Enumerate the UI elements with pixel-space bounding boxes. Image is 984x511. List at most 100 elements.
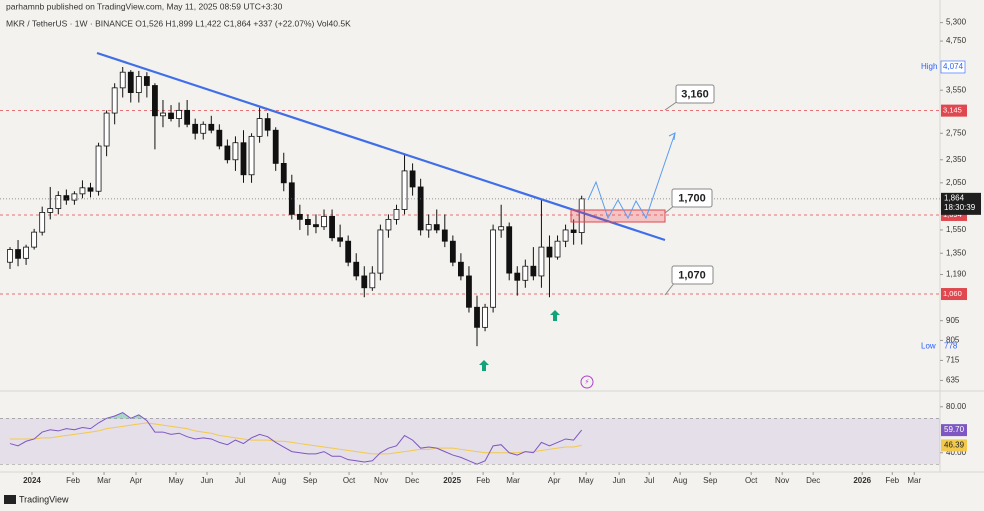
x-tick-label: May: [579, 476, 594, 485]
candle-body: [31, 231, 38, 248]
drawings: ⚡ 3,160 1,700 1,070: [96, 51, 715, 389]
header: parhamnb published on TradingView.com, M…: [6, 1, 283, 11]
y-tick-label: 2,050: [946, 178, 967, 187]
candle-body: [71, 193, 78, 201]
candle-body: [458, 261, 464, 277]
x-tick-label: Jul: [644, 476, 654, 485]
candle-body: [127, 71, 134, 93]
leader: [664, 100, 679, 111]
candle-body: [63, 195, 70, 201]
y-tick-label: 5,300: [946, 18, 967, 27]
y-tick-label: 805: [946, 336, 960, 345]
x-tick-label: Nov: [775, 476, 789, 485]
candle-body: [369, 272, 376, 289]
candle-body: [546, 246, 553, 258]
arrow-up: [550, 310, 560, 321]
x-tick-label: Jun: [201, 476, 214, 485]
footer: TradingView: [19, 494, 69, 504]
candle-body: [538, 246, 545, 277]
candle-body: [474, 306, 480, 328]
x-tick-label: Jun: [613, 476, 626, 485]
x-tick-label: Sep: [303, 476, 318, 485]
candle-body: [506, 226, 513, 274]
candle-body: [393, 209, 400, 220]
candle-body: [514, 272, 521, 281]
level-tag: [941, 288, 967, 301]
arrow-up: [479, 360, 489, 371]
candle-body: [152, 85, 158, 117]
rsi-tick-label: 40.00: [946, 448, 967, 457]
candle-body: [192, 123, 199, 134]
candle-body: [143, 76, 150, 86]
candle-body: [280, 162, 287, 184]
callout-box: [671, 188, 713, 208]
candle-body: [490, 229, 497, 308]
candle-body: [425, 224, 432, 231]
candle-body: [47, 208, 54, 213]
event-icon: [580, 375, 594, 389]
candle-body: [345, 240, 352, 263]
candle-body: [498, 226, 505, 231]
candle-body: [449, 240, 456, 263]
x-tick-label: Aug: [673, 476, 687, 485]
x-tick-label: 2025: [443, 476, 461, 485]
candle-body: [232, 142, 239, 161]
x-tick-label: Apr: [130, 476, 143, 485]
x-tick-label: Dec: [806, 476, 820, 485]
x-tick-label: Apr: [548, 476, 561, 485]
candle-body: [554, 240, 561, 258]
candle-body: [240, 142, 247, 176]
candle-body: [168, 112, 174, 119]
projection-arrow: [668, 132, 676, 141]
candle-body: [401, 170, 408, 210]
candle-body: [321, 215, 327, 228]
x-tick-label: Aug: [272, 476, 286, 485]
candle-body: [329, 215, 335, 239]
x-tick-label: 2024: [23, 476, 41, 485]
candle-body: [208, 123, 215, 131]
candle-body: [264, 118, 271, 131]
candle-body: [361, 275, 368, 289]
candle-body: [103, 112, 110, 147]
y-tick-label: 2,750: [946, 128, 967, 137]
rsi-tick-label: 80.00: [946, 402, 967, 411]
candle-body: [39, 212, 46, 233]
candle-body: [409, 170, 416, 188]
y-tick-label: 1,350: [946, 248, 967, 257]
last-price-tag: [941, 192, 981, 215]
trendline: [96, 51, 666, 242]
rsi-last-tag: [941, 424, 967, 437]
x-tick-label: Feb: [476, 476, 490, 485]
rsi-line: [9, 422, 582, 455]
callout: 1,700: [678, 192, 706, 204]
y-tick-label: 4,750: [946, 36, 967, 45]
candle-body: [305, 219, 311, 225]
y-tick-label: 715: [946, 356, 960, 365]
candle-body: [377, 229, 384, 274]
rsi-line: [9, 411, 583, 465]
price-pane: [0, 22, 943, 475]
x-tick-label: May: [168, 476, 183, 485]
countdown: 18:30:39: [944, 203, 976, 212]
rsi-pane: [0, 406, 943, 465]
candle-body: [23, 246, 29, 259]
candle-body: [466, 275, 472, 308]
candle-body: [385, 219, 392, 231]
last-price-label: 1,864: [944, 193, 965, 202]
y-tick-label: 1,190: [946, 270, 967, 279]
x-tick-label: Nov: [374, 476, 388, 485]
rsi-last-label: 46.39: [944, 441, 965, 450]
candle-body: [482, 306, 488, 328]
candle-body: [176, 109, 182, 119]
level-label: 1,060: [943, 289, 962, 298]
high-value: 4,074: [943, 62, 964, 71]
x-tick-label: Dec: [405, 476, 419, 485]
logo: [4, 495, 16, 504]
candle-body: [111, 87, 118, 114]
candle-body: [15, 249, 21, 259]
x-tick-label: Sep: [703, 476, 718, 485]
x-tick-label: Oct: [745, 476, 758, 485]
x-tick-label: 2026: [853, 476, 871, 485]
